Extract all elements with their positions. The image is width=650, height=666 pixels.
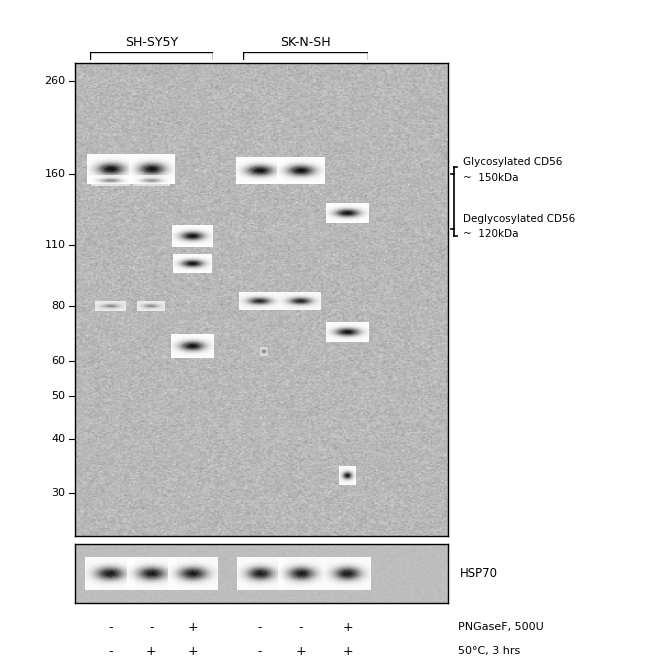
Text: HSP70: HSP70 <box>460 567 498 580</box>
Text: 80: 80 <box>51 301 66 311</box>
Text: +: + <box>296 645 306 658</box>
Text: 40: 40 <box>51 434 66 444</box>
Text: -: - <box>257 645 262 658</box>
Text: Glycosylated CD56: Glycosylated CD56 <box>463 157 563 166</box>
Text: 60: 60 <box>51 356 66 366</box>
Text: +: + <box>187 645 198 658</box>
Text: +: + <box>146 645 157 658</box>
Text: ~  120kDa: ~ 120kDa <box>463 229 519 239</box>
Text: 50: 50 <box>51 391 66 401</box>
Text: -: - <box>108 621 112 634</box>
Text: 50°C, 3 hrs: 50°C, 3 hrs <box>458 646 521 657</box>
Text: +: + <box>187 621 198 634</box>
Text: Deglycosylated CD56: Deglycosylated CD56 <box>463 214 576 224</box>
Text: +: + <box>343 621 353 634</box>
Text: PNGaseF, 500U: PNGaseF, 500U <box>458 622 544 633</box>
Text: +: + <box>343 645 353 658</box>
Text: 260: 260 <box>44 76 66 86</box>
Text: SH-SY5Y: SH-SY5Y <box>125 36 178 49</box>
Text: -: - <box>108 645 112 658</box>
Text: 30: 30 <box>51 488 66 498</box>
Text: 110: 110 <box>44 240 66 250</box>
Text: ~  150kDa: ~ 150kDa <box>463 173 519 183</box>
Text: -: - <box>298 621 303 634</box>
Text: SK-N-SH: SK-N-SH <box>280 36 331 49</box>
Text: 160: 160 <box>44 168 66 178</box>
Text: -: - <box>149 621 153 634</box>
Text: -: - <box>257 621 262 634</box>
